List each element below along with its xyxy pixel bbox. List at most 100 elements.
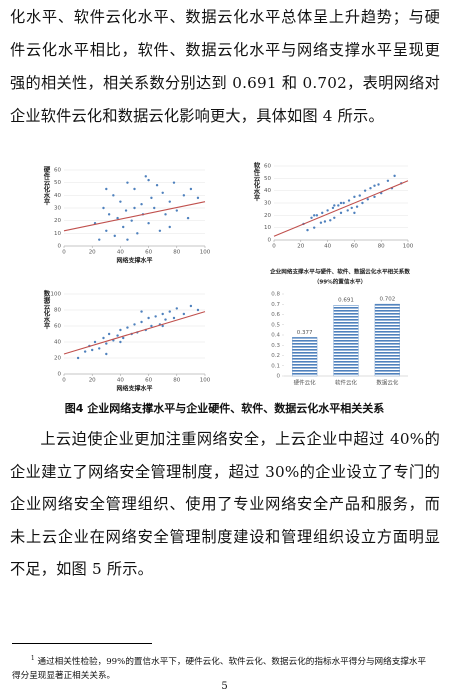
y-tick-label: 10	[264, 225, 271, 231]
scatter-point	[369, 187, 372, 190]
scatter-point	[168, 200, 171, 203]
scatter-point	[377, 183, 380, 186]
scatter-point	[196, 308, 200, 312]
x-tick-label: 100	[403, 244, 414, 250]
scatter-point	[313, 226, 316, 229]
y-tick-label: 0	[58, 244, 62, 250]
scatter-point	[126, 326, 129, 329]
trend-line	[273, 180, 409, 237]
x-tick-label: 100	[200, 378, 211, 384]
scatter-point	[186, 216, 190, 220]
y-tick-label: 20	[54, 218, 61, 224]
scatter-point	[326, 209, 329, 212]
scatter-point	[126, 238, 129, 241]
y-tick-label: 0.5	[271, 322, 280, 328]
footnote-text: 通过相关性检验，99%的置信水平下，硬件云化、软件云化、数据云化的指标水平得分与…	[12, 656, 427, 681]
scatter-point	[333, 204, 336, 207]
scatter-point	[323, 220, 327, 223]
y-tick-label: 0.2	[271, 353, 280, 359]
scatter-point	[76, 356, 80, 360]
x-tick-label: 80	[173, 378, 180, 384]
scatter-point	[140, 310, 143, 313]
scatter-point	[333, 216, 336, 219]
scatter-point	[172, 316, 176, 320]
scatter-point	[147, 178, 150, 182]
scatter-point	[373, 195, 376, 199]
scatter-point	[116, 216, 119, 220]
scatter-point	[116, 334, 119, 337]
scatter-point	[347, 199, 351, 202]
scatter-point	[182, 312, 186, 316]
scatter-point	[150, 324, 153, 328]
y-axis-label: 数据云化水平	[42, 289, 50, 331]
scatter-point	[164, 213, 167, 216]
x-tick-label: 数据云化	[376, 379, 399, 387]
scatter-point	[189, 187, 193, 191]
y-tick-label: 10	[54, 231, 61, 237]
scatter-point	[313, 214, 316, 217]
scatter-point	[310, 216, 313, 219]
trend-line	[63, 201, 206, 232]
scatter-point	[363, 189, 367, 192]
scatter-point	[133, 206, 136, 210]
scatter-point	[175, 307, 178, 310]
scatter-point	[339, 211, 343, 215]
chart-subtitle: （99%的置信水平）	[314, 278, 367, 286]
scatter-point	[126, 181, 129, 184]
scatter-point	[105, 229, 108, 232]
scatter-point	[331, 206, 335, 210]
scatter-point	[122, 336, 125, 340]
footnote-rule	[12, 643, 152, 644]
x-tick-label: 20	[297, 244, 304, 250]
scatter-point	[105, 352, 108, 356]
y-tick-label: 30	[54, 206, 61, 212]
scatter-point	[98, 238, 101, 241]
x-tick-label: 20	[89, 378, 96, 384]
scatter-point	[321, 211, 324, 215]
scatter-point	[158, 229, 162, 232]
paragraph: 上云迫使企业更加注重网络安全，上云企业中超过 40%的企业建立了网络安全管理制度…	[10, 430, 440, 578]
x-tick-label: 40	[117, 250, 124, 256]
x-axis-label: 网络支撑水平	[116, 385, 152, 393]
y-tick-label: 60	[264, 164, 271, 170]
x-tick-label: 80	[173, 250, 180, 256]
paragraph: 化水平、软件云化水平、数据云化水平总体呈上升趋势；与硬件云化水平相比，软件、数据…	[10, 8, 440, 125]
y-axis-label: 软件云化水平	[252, 161, 260, 203]
scatter-point	[93, 340, 97, 344]
scatter-point	[161, 324, 164, 328]
x-tick-label: 硬件云化	[294, 379, 317, 387]
scatter-point	[361, 201, 364, 205]
y-tick-label: 20	[264, 213, 271, 219]
scatter-point	[102, 336, 105, 340]
y-tick-label: 0.8	[271, 292, 280, 298]
scatter-point	[147, 316, 150, 320]
scatter-point	[140, 320, 143, 324]
y-tick-label: 0.4	[271, 333, 280, 339]
scatter-point	[353, 195, 356, 199]
scatter-point	[339, 201, 343, 205]
page-number: 5	[221, 681, 228, 692]
scatter-point	[119, 328, 122, 332]
scatter-point	[161, 191, 164, 194]
scatter-point	[355, 205, 359, 208]
scatter-point	[189, 304, 193, 308]
value-label: 0.691	[338, 298, 354, 304]
y-axis-label: 硬件云化水平	[42, 165, 50, 207]
x-tick-label: 0	[62, 378, 66, 384]
scatter-point	[133, 187, 136, 191]
y-tick-label: 60	[54, 324, 61, 330]
y-tick-label: 40	[54, 340, 61, 346]
scatter-point	[150, 196, 153, 200]
x-tick-label: 20	[89, 250, 96, 256]
scatter-point	[393, 174, 396, 178]
scatter-point	[102, 206, 105, 210]
scatter-point	[124, 209, 128, 212]
scatter-point	[306, 228, 309, 232]
scatter-point	[196, 196, 200, 200]
y-tick-label: 0.3	[271, 343, 280, 349]
y-tick-label: 0	[268, 238, 272, 244]
x-tick-label: 0	[272, 244, 276, 250]
scatter-point	[98, 347, 101, 350]
x-tick-label: 80	[378, 244, 385, 250]
scatter-point	[182, 194, 186, 197]
